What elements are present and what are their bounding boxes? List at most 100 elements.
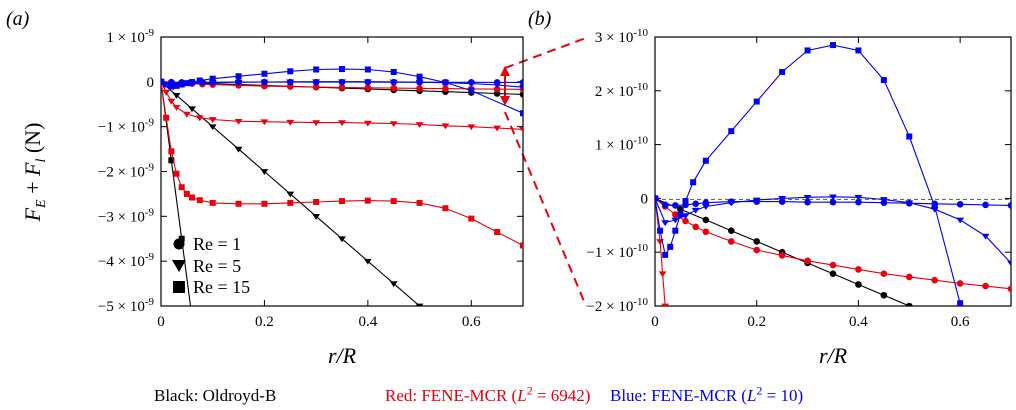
data-point-square (417, 200, 423, 206)
data-point-circle (753, 238, 760, 245)
x-axis-title-a: r/R (328, 343, 357, 368)
caption-blue: Blue: FENE-MCR (L2 = 10) (610, 386, 803, 406)
x-axis-title-b: r/R (819, 343, 848, 368)
series-red-circle (652, 195, 1015, 292)
data-point-square (667, 244, 673, 250)
data-point-square (197, 197, 203, 203)
legend-label-re15: Re = 15 (193, 277, 250, 297)
legend: Re = 1 Re = 5 Re = 15 (172, 234, 250, 297)
data-point-square (391, 69, 397, 75)
data-point-square (520, 110, 526, 116)
data-point-circle (520, 79, 527, 86)
y-tick-label: −3 × 10-9 (98, 206, 155, 225)
panel-a: 0 0.2 0.4 0.6 1 × 10-9 0 −1 × 10-9 −2 × 10-9 −3 … (98, 27, 527, 372)
data-point-square (174, 171, 180, 177)
zoom-indicator (500, 38, 586, 306)
data-point-square (520, 242, 526, 248)
caption-black: Black: Oldroyd-B (154, 386, 276, 406)
data-point-square (179, 82, 185, 88)
data-point-square (906, 134, 912, 140)
x-tick-label: 0.2 (255, 314, 274, 330)
y-tick-label: −2 × 10-10 (586, 296, 648, 315)
data-point-circle (982, 283, 989, 290)
data-point-circle (703, 217, 710, 224)
y-axis-title: FE + Fl (N) (20, 123, 49, 223)
legend-circle-icon (174, 239, 185, 250)
legend-triangle-icon (172, 260, 186, 272)
data-point-circle (442, 85, 449, 92)
y-tick-label: −1 × 10-10 (586, 242, 648, 261)
legend-label-re5: Re = 5 (193, 256, 241, 276)
data-point-square (365, 67, 371, 73)
data-point-square (805, 47, 811, 53)
data-point-square (442, 205, 448, 211)
data-point-triangle-down (956, 218, 964, 224)
data-point-square (957, 300, 963, 306)
data-point-square (339, 198, 345, 204)
series-blue-square (652, 42, 963, 306)
y-tick-label: −4 × 10-9 (98, 251, 155, 270)
y-tick-label: 0 (641, 191, 649, 207)
data-point-square (261, 201, 267, 207)
data-point-circle (804, 258, 811, 265)
data-point-square (855, 47, 861, 53)
data-point-square (339, 66, 345, 72)
data-point-square (287, 68, 293, 74)
data-point-circle (416, 85, 423, 92)
data-point-square (174, 83, 180, 89)
data-point-square (210, 76, 216, 82)
series-red-square (158, 79, 526, 249)
data-point-square (261, 71, 267, 77)
data-point-circle (692, 224, 699, 231)
y-tick-label: −5 × 10-9 (98, 296, 155, 315)
data-point-square (683, 198, 689, 204)
data-point-square (184, 191, 190, 197)
data-point-square (468, 216, 474, 222)
data-point-circle (728, 238, 735, 245)
data-point-square (236, 201, 242, 207)
series-line (161, 82, 199, 369)
panel-a-label: (a) (6, 8, 30, 30)
data-point-square (236, 73, 242, 79)
data-point-triangle-down (162, 90, 170, 96)
data-point-square (163, 82, 169, 88)
data-point-square (662, 252, 668, 258)
data-point-circle (957, 201, 964, 208)
data-point-circle (703, 228, 710, 235)
data-point-square (494, 229, 500, 235)
data-point-circle (931, 277, 938, 284)
data-point-square (197, 77, 203, 83)
data-point-square (179, 184, 185, 190)
x-tick-label: 0.4 (358, 314, 377, 330)
data-point-triangle-down (173, 105, 181, 111)
data-point-circle (692, 200, 699, 207)
data-point-square (189, 79, 195, 85)
data-point-triangle-down (519, 127, 527, 133)
data-point-triangle-down (312, 120, 320, 126)
data-point-triangle-down (261, 119, 269, 125)
data-point-square (163, 115, 169, 121)
data-point-circle (830, 270, 837, 277)
legend-square-icon (173, 281, 185, 293)
data-point-square (168, 84, 174, 90)
data-point-circle (855, 266, 862, 273)
data-point-circle (855, 281, 862, 288)
data-point-triangle-down (659, 271, 667, 277)
data-point-circle (753, 247, 760, 254)
zoom-arrow-down-icon (500, 96, 510, 106)
data-point-circle (1008, 285, 1015, 292)
data-point-square (287, 200, 293, 206)
x-tick-label: 0.6 (462, 314, 481, 330)
panel-b: 0 0.2 0.4 0.6 3 × 10-10 2 × 10-10 1 × 10-10 0 −1… (586, 27, 1014, 330)
data-point-square (313, 199, 319, 205)
data-point-circle (906, 274, 913, 281)
data-point-square (158, 79, 164, 85)
data-point-square (830, 42, 836, 48)
data-point-square (468, 88, 474, 94)
data-point-square (442, 80, 448, 86)
data-point-square (184, 80, 190, 86)
data-point-circle (830, 262, 837, 269)
data-point-triangle-down (661, 220, 669, 226)
data-point-square (189, 195, 195, 201)
